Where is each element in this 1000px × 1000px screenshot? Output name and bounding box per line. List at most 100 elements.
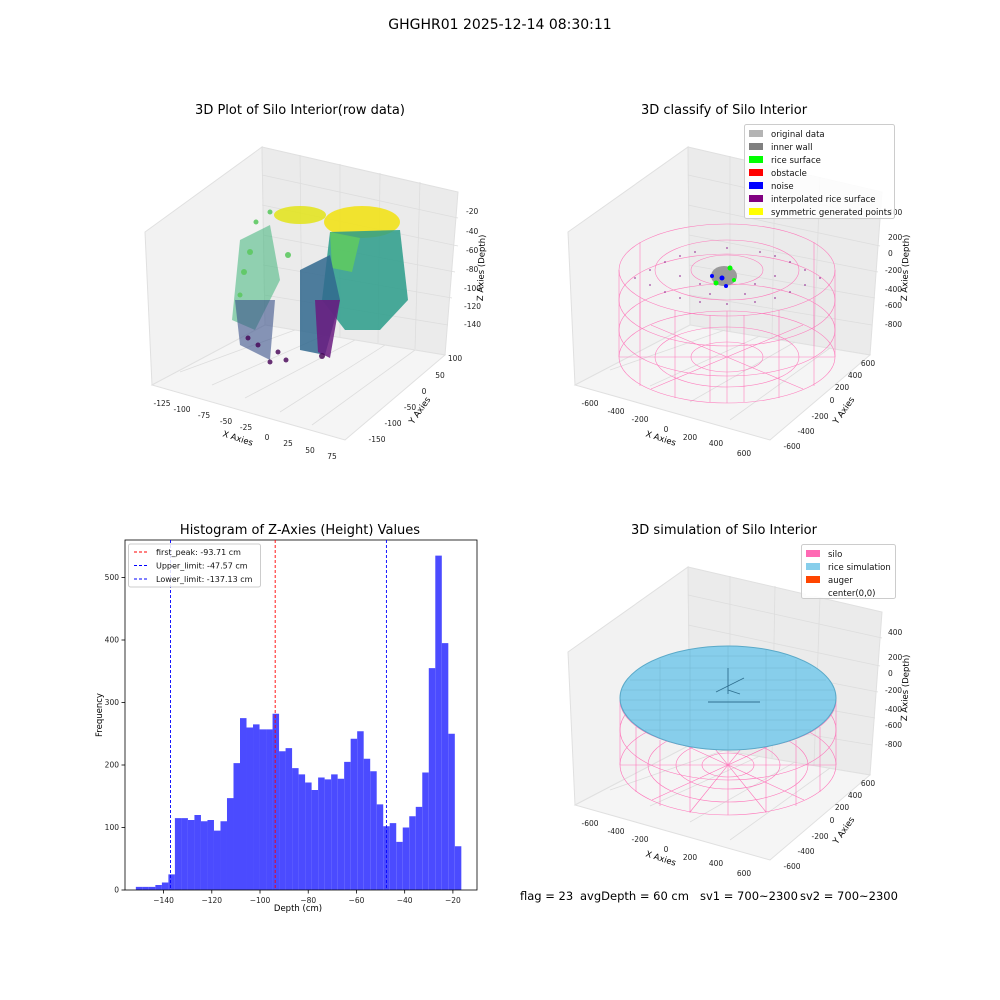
histogram-bar (370, 771, 377, 890)
histogram-bar (344, 761, 351, 890)
svg-text:0: 0 (265, 433, 270, 442)
classify-legend-swatch (749, 169, 763, 176)
histogram-bar (266, 729, 273, 890)
classify-interpolated-grid (634, 247, 821, 305)
histogram-bar (422, 772, 429, 890)
svg-text:400: 400 (709, 439, 724, 448)
svg-text:-50: -50 (404, 403, 416, 412)
simulation-axis-ticks: -600 -400 -200 0 200 400 600 600 400 200… (581, 628, 902, 878)
histogram-bar (318, 777, 325, 890)
simulation-3d-axes-box (567, 566, 883, 861)
svg-text:-100: -100 (384, 419, 401, 428)
svg-text:400: 400 (888, 628, 903, 637)
histogram-bar (324, 779, 332, 890)
svg-text:100: 100 (448, 354, 463, 363)
histogram-legend-label: Lower_limit: -137.13 cm (156, 575, 253, 584)
histogram-y-label: Frequency (95, 693, 105, 737)
classify-y-axis-label: Y Axies (831, 395, 858, 427)
svg-text:75: 75 (327, 452, 337, 461)
histogram-bar (435, 555, 442, 890)
histogram-bar (305, 782, 312, 890)
svg-text:-600: -600 (783, 862, 800, 871)
classify-legend-swatch (749, 195, 763, 202)
histogram-x-label: Depth (cm) (274, 904, 322, 914)
histogram-bar (331, 774, 338, 890)
classify-legend-label: rice surface (771, 156, 821, 166)
simulation-legend: silo rice simulation auger center(0,0) (801, 544, 896, 599)
svg-text:600: 600 (861, 359, 876, 368)
status-avg-depth: avgDepth = 60 cm (580, 889, 689, 903)
histogram-bar (376, 804, 384, 890)
svg-text:25: 25 (283, 439, 293, 448)
svg-text:400: 400 (709, 859, 724, 868)
histogram-bar (311, 790, 319, 890)
histogram-bar (246, 727, 254, 890)
histogram-bar (181, 818, 188, 890)
svg-text:-50: -50 (220, 417, 232, 426)
svg-text:-80: -80 (466, 265, 478, 274)
classify-plot-title: 3D classify of Silo Interior (640, 103, 808, 118)
svg-text:-20: -20 (466, 207, 478, 216)
svg-text:400: 400 (848, 371, 863, 380)
svg-text:-600: -600 (885, 721, 902, 730)
histogram-bar (259, 729, 267, 890)
histogram-bar (148, 886, 156, 890)
classify-legend-label: original data (771, 130, 825, 140)
svg-text:0: 0 (888, 669, 893, 678)
histogram-x-tick-label: −100 (250, 896, 271, 905)
histogram-y-tick-label: 300 (105, 698, 120, 707)
svg-text:-120: -120 (464, 302, 481, 311)
histogram-bar (448, 733, 455, 890)
classify-legend-label: noise (771, 182, 794, 192)
svg-text:-400: -400 (607, 827, 624, 836)
histogram-legend: first_peak: -93.71 cm Upper_limit: -47.57… (128, 543, 261, 588)
svg-text:-400: -400 (885, 285, 902, 294)
svg-text:-25: -25 (240, 423, 252, 432)
histogram-bar (389, 823, 397, 890)
histogram-bar (292, 768, 299, 890)
histogram-bar (383, 826, 390, 890)
histogram-bar (363, 758, 371, 890)
histogram-bar (168, 874, 175, 890)
histogram-bar (135, 886, 143, 890)
svg-text:-200: -200 (811, 412, 828, 421)
histogram-bar (207, 820, 214, 890)
histogram-bar (226, 798, 234, 890)
status-sv2: sv2 = 700~2300 (800, 889, 898, 903)
classify-legend-label: obstacle (771, 169, 807, 179)
histogram-y-tick-label: 100 (105, 823, 120, 832)
histogram-bar (298, 774, 306, 890)
histogram-bar (200, 821, 208, 890)
classify-legend-swatch (749, 182, 763, 189)
classify-legend-swatch (749, 130, 763, 137)
raw-point-cloud (232, 206, 408, 365)
histogram-bar (155, 885, 162, 890)
classify-legend-label: inner wall (771, 143, 812, 153)
simulation-legend-swatch (806, 589, 820, 596)
histogram-bar (454, 846, 462, 890)
svg-text:600: 600 (737, 449, 752, 458)
simulation-legend-swatch (806, 563, 820, 570)
simulation-legend-label: auger (828, 576, 853, 586)
simulation-silo-wireframe (619, 649, 837, 816)
classify-z-axis-label: Z Axies (Depth) (900, 234, 912, 301)
svg-text:-400: -400 (797, 847, 814, 856)
classify-center-cluster (710, 265, 737, 288)
svg-text:-800: -800 (885, 740, 902, 749)
histogram-bar (220, 821, 227, 890)
histogram-bar (272, 713, 280, 890)
histogram-bar (240, 718, 247, 890)
histogram-x-tick-label: −140 (153, 896, 174, 905)
svg-text:-200: -200 (885, 686, 902, 695)
svg-text:200: 200 (835, 803, 850, 812)
svg-text:0: 0 (664, 845, 669, 854)
svg-text:-60: -60 (466, 246, 478, 255)
svg-text:-600: -600 (885, 301, 902, 310)
svg-text:-140: -140 (464, 320, 481, 329)
raw-y-axis-label: Y Axies (407, 395, 434, 427)
svg-text:0: 0 (422, 387, 427, 396)
histogram-legend-label: first_peak: -93.71 cm (156, 548, 241, 557)
status-flag: flag = 23 (520, 889, 574, 903)
status-sv1: sv1 = 700~2300 (700, 889, 798, 903)
svg-text:-800: -800 (885, 320, 902, 329)
